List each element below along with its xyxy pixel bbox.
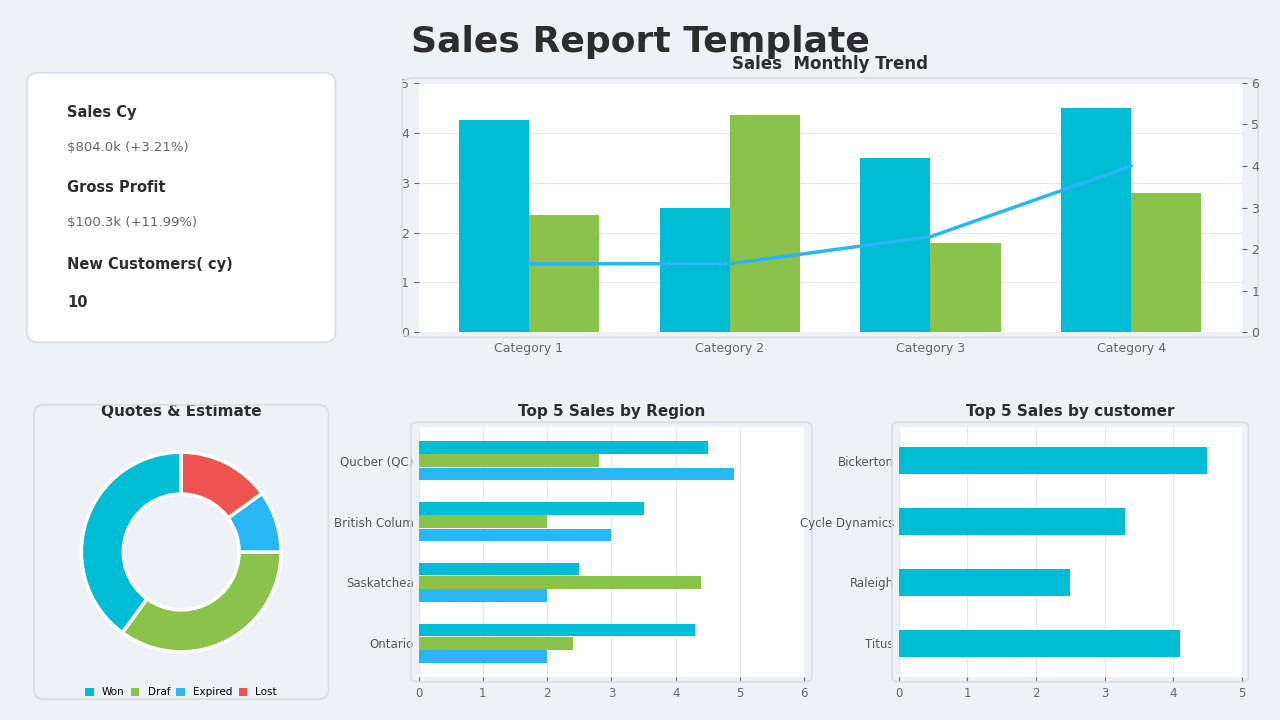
Bar <box>899 447 1207 474</box>
Bar <box>419 516 547 528</box>
Bar <box>899 508 1125 535</box>
Bar <box>419 563 580 575</box>
Wedge shape <box>123 552 282 652</box>
Bar <box>419 468 733 480</box>
Title: Sales  Monthly Trend: Sales Monthly Trend <box>732 55 928 73</box>
Bar <box>419 502 644 515</box>
Bar <box>931 243 1001 333</box>
Title: Top 5 Sales by Region: Top 5 Sales by Region <box>517 404 705 419</box>
Bar <box>1132 193 1202 333</box>
Text: 10: 10 <box>67 295 87 310</box>
Text: Sales Report Template: Sales Report Template <box>411 25 869 59</box>
Bar <box>419 590 547 602</box>
Bar <box>899 629 1180 657</box>
Wedge shape <box>82 452 182 633</box>
Bar <box>458 120 529 333</box>
Bar <box>1061 108 1132 333</box>
Bar <box>659 207 730 333</box>
Bar <box>529 215 599 333</box>
Bar <box>419 528 612 541</box>
Title: Quotes & Estimate: Quotes & Estimate <box>101 404 261 419</box>
Text: Gross Profit: Gross Profit <box>67 180 165 195</box>
Text: New Customers( cy): New Customers( cy) <box>67 258 233 272</box>
Bar <box>419 576 701 589</box>
Title: Top 5 Sales by customer: Top 5 Sales by customer <box>966 404 1175 419</box>
Bar <box>419 454 599 467</box>
Legend: Won, Draf, Expired, Lost: Won, Draf, Expired, Lost <box>81 683 282 701</box>
Text: Sales Cy: Sales Cy <box>67 105 137 120</box>
Text: $100.3k (+11.99%): $100.3k (+11.99%) <box>67 216 197 229</box>
Text: $804.0k (+3.21%): $804.0k (+3.21%) <box>67 141 188 154</box>
Wedge shape <box>228 493 282 552</box>
Wedge shape <box>182 452 262 518</box>
Bar <box>419 624 695 636</box>
FancyBboxPatch shape <box>27 73 335 343</box>
Bar <box>419 441 708 454</box>
Bar <box>899 569 1070 596</box>
Bar <box>419 650 547 663</box>
Bar <box>730 115 800 333</box>
Bar <box>419 637 573 649</box>
Bar <box>860 158 931 333</box>
